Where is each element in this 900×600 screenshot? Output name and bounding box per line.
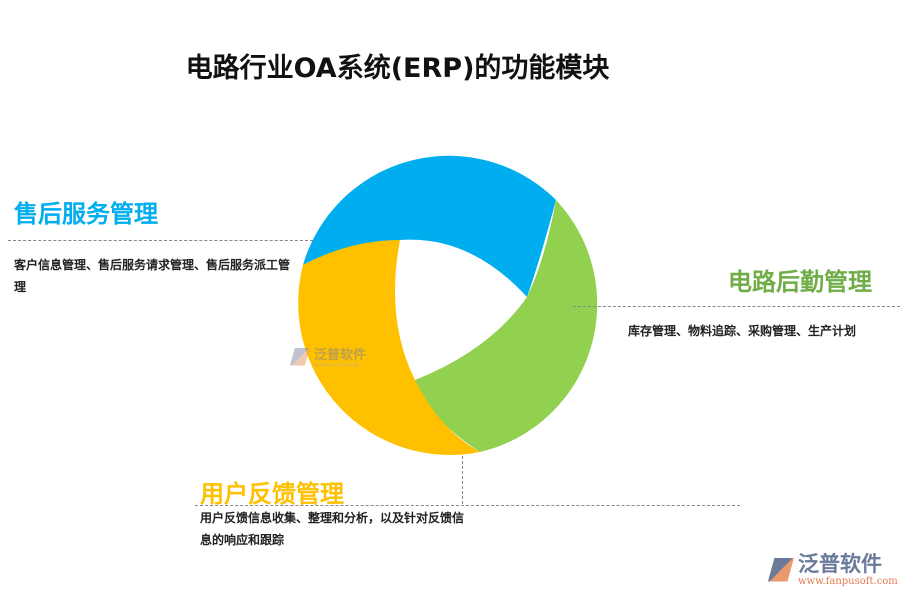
- divider: [462, 456, 463, 504]
- watermark-text: 泛普软件: [314, 348, 367, 363]
- watermark-logo-icon: [290, 347, 310, 366]
- watermark: 泛普软件 FANPU SOFTWARE: [290, 344, 366, 369]
- module-logistics-desc: 库存管理、物料追踪、采购管理、生产计划: [628, 324, 857, 338]
- module-logistics-title: 电路后勤管理: [728, 268, 872, 296]
- module-feedback-title: 用户反馈管理: [200, 480, 344, 508]
- segment-after-sales: [303, 155, 556, 297]
- divider: [573, 306, 900, 307]
- watermark-subtext: FANPU SOFTWARE: [314, 363, 360, 369]
- logo-url: www.fanpusoft.com: [798, 576, 898, 587]
- logo-text: 泛普软件: [798, 552, 882, 576]
- module-after-sales-desc: 客户信息管理、售后服务请求管理、售后服务派工管理: [14, 258, 291, 294]
- page-title: 电路行业OA系统(ERP)的功能模块: [185, 53, 610, 84]
- logo-icon: [768, 557, 794, 582]
- brand-logo: 泛普软件 www.fanpusoft.com: [768, 552, 898, 587]
- segment-logistics: [415, 200, 598, 452]
- module-after-sales-title: 售后服务管理: [14, 200, 158, 228]
- divider: [195, 505, 740, 506]
- module-feedback-desc: 用户反馈信息收集、整理和分析，以及针对反馈信息的响应和跟踪: [200, 511, 465, 547]
- divider: [8, 240, 313, 241]
- segment-feedback: [298, 240, 480, 455]
